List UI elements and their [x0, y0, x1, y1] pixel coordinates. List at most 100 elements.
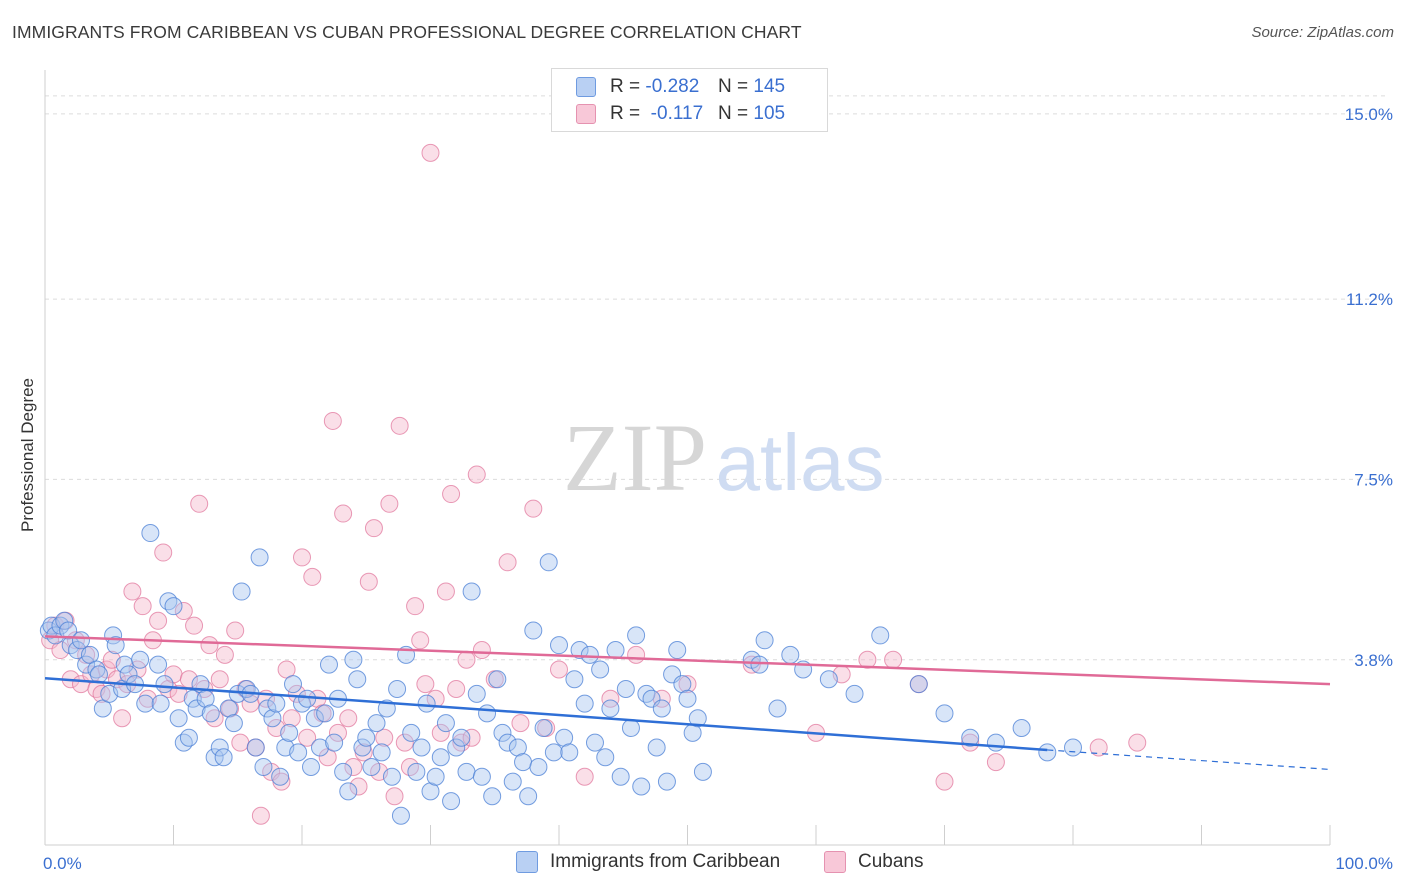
point-cubans-105 — [1089, 738, 1108, 757]
point-caribbean-81 — [407, 762, 426, 781]
point-cubans-66 — [380, 494, 399, 513]
point-cubans-29 — [190, 494, 209, 513]
point-caribbean-30 — [174, 733, 193, 752]
point-caribbean-91 — [457, 762, 476, 781]
point-cubans-26 — [174, 602, 193, 621]
point-cubans-59 — [344, 758, 363, 777]
legend-row-caribbean: R = -0.282 N = 145 — [576, 75, 785, 99]
point-caribbean-77 — [388, 680, 407, 699]
point-caribbean-38 — [210, 738, 229, 757]
x-tick-label-min: 0.0% — [43, 854, 82, 873]
point-caribbean-19 — [119, 665, 138, 684]
point-caribbean-40 — [219, 699, 238, 718]
bottom-legend-label-cubans: Cubans — [858, 851, 924, 872]
point-caribbean-43 — [232, 582, 251, 601]
point-caribbean-5 — [59, 621, 78, 640]
point-cubans-106 — [1128, 733, 1147, 752]
point-caribbean-80 — [402, 723, 421, 742]
point-caribbean-148 — [935, 704, 954, 723]
point-cubans-88 — [524, 499, 543, 518]
point-caribbean-48 — [254, 758, 273, 777]
point-caribbean-108 — [544, 743, 563, 762]
point-caribbean-50 — [263, 709, 282, 728]
point-cubans-71 — [406, 597, 425, 616]
point-caribbean-132 — [668, 641, 687, 660]
point-cubans-47 — [282, 709, 301, 728]
point-caribbean-47 — [250, 548, 269, 567]
point-cubans-72 — [411, 631, 430, 650]
point-caribbean-96 — [483, 787, 502, 806]
legend-n-value-cubans: 105 — [753, 103, 786, 124]
bottom-legend-caribbean: Immigrants from Caribbean — [516, 851, 780, 873]
point-cubans-93 — [627, 645, 646, 664]
point-caribbean-9 — [77, 655, 96, 674]
point-caribbean-146 — [871, 626, 890, 645]
point-cubans-5 — [66, 631, 85, 650]
point-caribbean-124 — [627, 626, 646, 645]
point-caribbean-98 — [493, 723, 512, 742]
point-caribbean-62 — [316, 704, 335, 723]
bottom-legend-swatch-blue — [516, 851, 538, 873]
point-cubans-84 — [472, 641, 491, 660]
point-cubans-41 — [251, 806, 270, 825]
point-cubans-63 — [364, 519, 383, 538]
point-caribbean-8 — [71, 631, 90, 650]
legend-r-value-cubans: -0.117 — [650, 103, 704, 124]
point-cubans-95 — [678, 675, 697, 694]
point-caribbean-22 — [136, 694, 155, 713]
point-caribbean-152 — [1038, 743, 1057, 762]
bottom-legend-swatch-pink — [824, 851, 846, 873]
watermark-atlas: atlas — [716, 418, 885, 507]
point-caribbean-63 — [319, 655, 338, 674]
point-caribbean-120 — [606, 641, 625, 660]
point-caribbean-106 — [534, 719, 553, 738]
point-cubans-31 — [200, 636, 219, 655]
legend-row-cubans: R = -0.117 N = 105 — [576, 102, 785, 126]
point-caribbean-82 — [412, 738, 431, 757]
point-caribbean-116 — [585, 733, 604, 752]
point-caribbean-57 — [293, 694, 311, 713]
point-caribbean-25 — [151, 694, 170, 713]
point-caribbean-90 — [452, 728, 471, 747]
point-caribbean-130 — [657, 772, 676, 791]
point-caribbean-36 — [201, 704, 220, 723]
point-caribbean-85 — [426, 767, 445, 786]
point-cubans-74 — [421, 143, 440, 162]
point-caribbean-150 — [986, 733, 1005, 752]
point-cubans-77 — [436, 582, 455, 601]
y-tick-label-1: 7.5% — [1354, 470, 1393, 489]
point-cubans-67 — [385, 787, 404, 806]
point-caribbean-74 — [372, 743, 391, 762]
point-cubans-60 — [349, 777, 368, 796]
point-cubans-48 — [287, 684, 306, 703]
point-cubans-104 — [986, 753, 1005, 772]
point-cubans-58 — [339, 709, 358, 728]
point-cubans-56 — [328, 723, 347, 742]
point-caribbean-126 — [637, 684, 656, 703]
point-caribbean-70 — [353, 738, 372, 757]
legend: R = -0.282 N = 145 R = -0.117 N = 105 — [551, 68, 828, 132]
point-caribbean-103 — [519, 787, 538, 806]
point-caribbean-4 — [55, 611, 74, 630]
point-caribbean-87 — [436, 714, 455, 733]
point-caribbean-26 — [155, 675, 174, 694]
point-cubans-16 — [123, 582, 142, 601]
point-caribbean-89 — [447, 738, 466, 757]
grid-lines — [45, 95, 1385, 661]
legend-n-label: N = — [718, 103, 749, 124]
point-caribbean-101 — [508, 738, 527, 757]
source-label: Source: ZipAtlas.com — [1251, 24, 1394, 41]
point-caribbean-133 — [673, 675, 692, 694]
watermark: ZIP atlas — [563, 404, 884, 511]
point-cubans-90 — [550, 660, 568, 679]
point-cubans-34 — [215, 645, 234, 664]
point-caribbean-76 — [382, 767, 401, 786]
point-cubans-28 — [185, 616, 204, 635]
legend-r-value-caribbean: -0.282 — [645, 76, 700, 97]
axes — [44, 70, 1331, 846]
point-caribbean-114 — [575, 694, 594, 713]
bottom-legend-cubans: Cubans — [824, 851, 924, 873]
point-cubans-91 — [575, 767, 594, 786]
point-caribbean-102 — [514, 753, 533, 772]
